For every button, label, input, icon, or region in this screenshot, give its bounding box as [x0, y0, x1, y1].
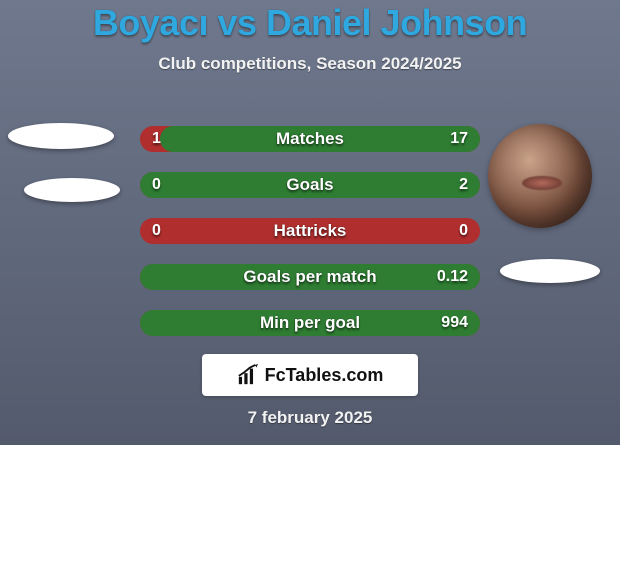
stat-value-right: 0.12 [437, 264, 468, 290]
left-team-badge-placeholder-1 [8, 123, 114, 149]
stat-bar-fill [140, 172, 480, 198]
footer-date: 7 february 2025 [0, 408, 620, 428]
watermark: FcTables.com [202, 354, 418, 396]
stat-row: Hattricks00 [140, 218, 480, 244]
comparison-card: Boyacı vs Daniel Johnson Club competitio… [0, 0, 620, 445]
stat-row: Matches117 [140, 126, 480, 152]
page-subtitle: Club competitions, Season 2024/2025 [0, 54, 620, 74]
stat-rows: Matches117Goals02Hattricks00Goals per ma… [140, 126, 480, 356]
stat-row: Goals per match0.12 [140, 264, 480, 290]
stat-value-right: 2 [459, 172, 468, 198]
stat-row: Min per goal994 [140, 310, 480, 336]
stat-bar-fill [160, 126, 480, 152]
stat-value-left: 1 [152, 126, 161, 152]
chart-icon [237, 364, 259, 386]
stat-value-left: 0 [152, 172, 161, 198]
stat-value-right: 994 [441, 310, 468, 336]
stat-bar-track [140, 218, 480, 244]
stat-bar-fill [140, 310, 480, 336]
stat-row: Goals02 [140, 172, 480, 198]
watermark-text: FcTables.com [265, 365, 384, 386]
stat-bar-fill [140, 264, 480, 290]
player-avatar-right [488, 124, 592, 228]
page-title: Boyacı vs Daniel Johnson [0, 0, 620, 44]
stat-value-right: 0 [459, 218, 468, 244]
right-team-badge-placeholder [500, 259, 600, 283]
left-team-badge-placeholder-2 [24, 178, 120, 202]
stat-value-right: 17 [450, 126, 468, 152]
stat-value-left: 0 [152, 218, 161, 244]
